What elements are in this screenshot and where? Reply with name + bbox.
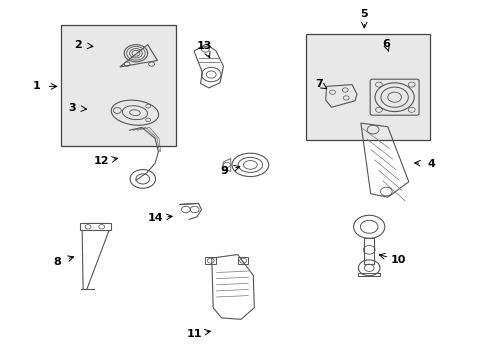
Text: 5: 5 — [360, 9, 367, 19]
Text: 2: 2 — [74, 40, 82, 50]
Text: 6: 6 — [382, 39, 389, 49]
Text: 4: 4 — [427, 159, 434, 169]
FancyBboxPatch shape — [61, 25, 176, 146]
Text: 14: 14 — [147, 213, 163, 223]
Text: 1: 1 — [33, 81, 41, 91]
Text: 11: 11 — [186, 329, 202, 339]
Text: 9: 9 — [220, 166, 227, 176]
Text: 12: 12 — [94, 156, 109, 166]
FancyBboxPatch shape — [305, 34, 429, 140]
Text: 10: 10 — [390, 255, 406, 265]
Text: 3: 3 — [68, 103, 76, 113]
Text: 13: 13 — [196, 41, 212, 51]
Text: 8: 8 — [54, 257, 61, 267]
Text: 7: 7 — [314, 78, 322, 89]
